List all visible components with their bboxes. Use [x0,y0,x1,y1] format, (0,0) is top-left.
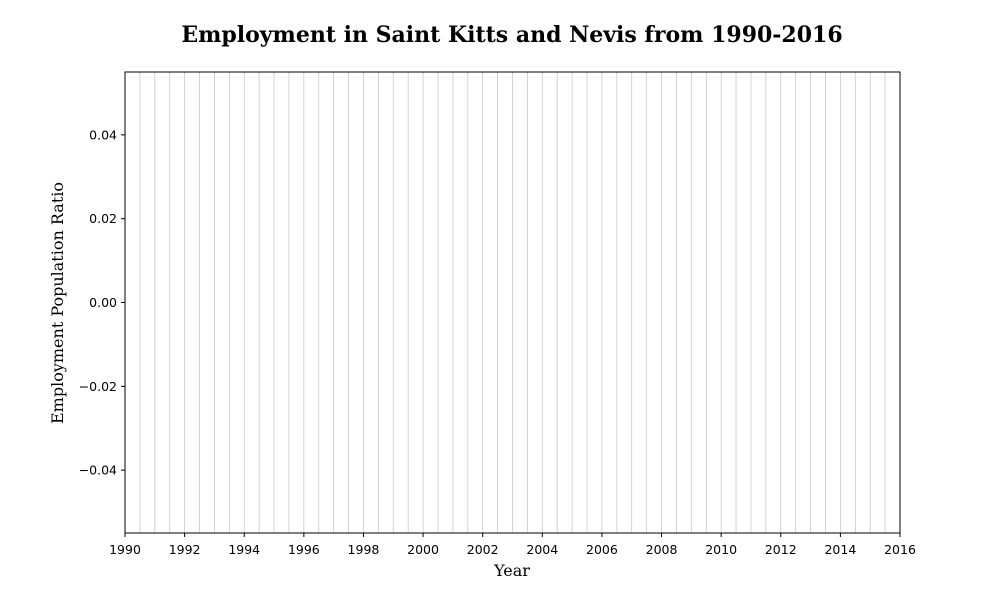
x-tick-label: 1998 [348,542,380,557]
y-tick-label: 0.04 [89,127,117,142]
y-axis-label: Employment Population Ratio [48,182,67,424]
x-tick-label: 1996 [288,542,320,557]
x-tick-label: 2014 [824,542,856,557]
x-tick-label: 2010 [705,542,737,557]
x-tick-label: 1990 [109,542,141,557]
x-tick-label: 2016 [884,542,916,557]
y-tick-label: −0.02 [79,379,117,394]
grid-lines [139,72,886,533]
x-tick-label: 2004 [526,542,558,557]
x-axis-ticks: 1990 1992 1994 1996 1998 2000 2002 2004 2006 2008… [109,533,916,557]
chart-title: Employment in Saint Kitts and Nevis from… [181,22,843,48]
x-tick-label: 2012 [765,542,797,557]
x-tick-label: 2002 [467,542,499,557]
x-tick-label: 2008 [646,542,678,557]
y-axis-ticks: −0.04 −0.02 0.00 0.02 0.04 [79,127,125,478]
x-tick-label: 2000 [407,542,439,557]
y-tick-label: 0.02 [89,211,117,226]
x-axis-label: Year [493,561,530,580]
y-tick-label: 0.00 [89,295,117,310]
x-tick-label: 1994 [228,542,260,557]
y-tick-label: −0.04 [79,463,117,478]
x-tick-label: 2006 [586,542,618,557]
x-tick-label: 1992 [169,542,201,557]
